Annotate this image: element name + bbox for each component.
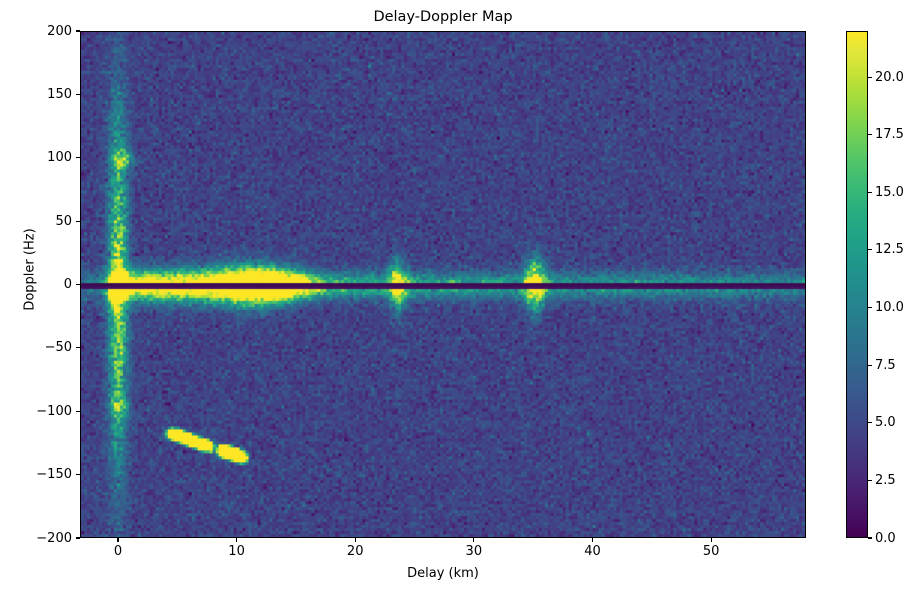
y-axis-tick-label: 0 bbox=[63, 277, 72, 292]
y-axis-tick-label: 150 bbox=[47, 86, 72, 102]
x-axis-tick-label: 40 bbox=[584, 544, 601, 559]
colorbar-tick bbox=[868, 76, 872, 78]
x-axis-tick-label: 50 bbox=[702, 544, 720, 559]
colorbar-tick bbox=[868, 422, 872, 424]
colorbar-tick bbox=[868, 364, 872, 366]
heatmap-axes bbox=[80, 31, 806, 538]
x-axis-label: Delay (km) bbox=[407, 566, 479, 581]
colorbar-tick-label: 10.0 bbox=[875, 300, 904, 316]
x-axis-tick bbox=[354, 538, 356, 542]
y-axis-tick bbox=[76, 474, 80, 476]
y-axis-tick-label: −100 bbox=[36, 403, 72, 419]
x-axis-tick bbox=[117, 538, 119, 542]
y-axis-tick-label: −150 bbox=[36, 467, 72, 483]
y-axis-tick bbox=[76, 220, 80, 222]
colorbar-tick bbox=[868, 191, 872, 193]
chart-title: Delay-Doppler Map bbox=[373, 9, 513, 25]
colorbar-gradient bbox=[847, 32, 867, 537]
x-axis-tick-label: 10 bbox=[228, 544, 245, 559]
y-axis-tick bbox=[76, 537, 80, 539]
colorbar-tick-label: 2.5 bbox=[875, 472, 896, 488]
colorbar-tick-label: 20.0 bbox=[875, 69, 904, 85]
x-axis-tick bbox=[591, 538, 593, 542]
y-axis-tick bbox=[76, 93, 80, 95]
delay-doppler-heatmap-image bbox=[81, 32, 805, 537]
x-axis-tick bbox=[236, 538, 238, 542]
colorbar-tick-label: 17.5 bbox=[875, 127, 904, 143]
colorbar-tick-label: 0.0 bbox=[875, 530, 896, 546]
y-axis-tick bbox=[76, 283, 80, 286]
y-axis-tick-label: 200 bbox=[47, 23, 72, 39]
x-axis-tick bbox=[710, 538, 712, 542]
y-axis-tick-label: −200 bbox=[36, 530, 72, 546]
y-axis-tick-label: 50 bbox=[55, 213, 72, 229]
colorbar-tick-label: 7.5 bbox=[875, 357, 896, 373]
colorbar-tick-label: 5.0 bbox=[875, 415, 896, 431]
colorbar-tick bbox=[868, 306, 872, 309]
y-axis-tick-label: 100 bbox=[47, 150, 72, 166]
y-axis-tick bbox=[76, 410, 80, 412]
y-axis-tick bbox=[76, 347, 80, 349]
x-axis-tick-label: 20 bbox=[346, 544, 364, 559]
colorbar-tick bbox=[868, 249, 872, 251]
colorbar-tick-label: 12.5 bbox=[875, 242, 904, 258]
colorbar-tick-label: 15.0 bbox=[875, 184, 904, 200]
x-axis-tick-label: 30 bbox=[465, 544, 483, 559]
y-axis-label: Doppler (Hz) bbox=[22, 228, 38, 311]
y-axis-tick-label: −50 bbox=[44, 340, 72, 356]
colorbar-tick bbox=[868, 537, 872, 539]
y-axis-tick bbox=[76, 30, 80, 32]
x-axis-tick bbox=[473, 538, 475, 542]
colorbar-tick bbox=[868, 134, 872, 136]
x-axis-tick-label: 0 bbox=[113, 544, 123, 559]
colorbar bbox=[846, 31, 868, 538]
y-axis-tick bbox=[76, 157, 80, 159]
colorbar-tick bbox=[868, 479, 872, 481]
